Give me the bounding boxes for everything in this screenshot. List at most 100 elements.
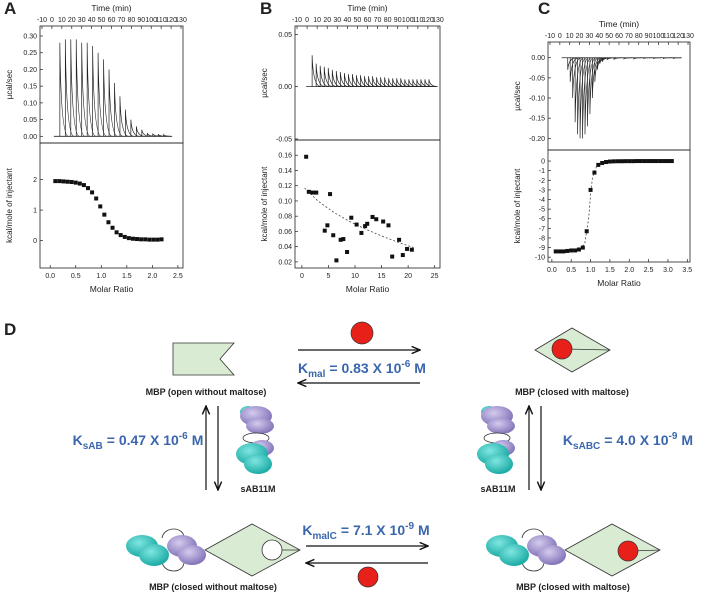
state-caption: MBP (closed with maltose) [516,582,630,592]
lobe [499,544,529,566]
x-tick-label: 70 [374,17,382,24]
y-tick-label: -4 [539,197,545,204]
data-point [110,225,115,230]
x-tick-label: 20 [576,33,584,40]
y-tick-label: 0.05 [278,32,292,39]
data-point [328,192,333,197]
k-value: = 7.1 X 10 [341,522,405,538]
injection-peak [323,66,333,88]
x-tick-label: 20 [404,273,412,280]
injection-peak [75,39,85,137]
maltose [357,566,379,588]
y-tick-label: -10 [535,255,545,262]
k-value: = 0.47 X 10 [107,432,179,448]
injection-peak [146,132,156,137]
data-point [573,248,578,253]
injection-peak [613,57,623,61]
injection-peak [97,52,107,137]
data-point [409,247,414,252]
plot-frame [294,139,441,269]
lobe [139,544,169,566]
x-tick-label: 60 [615,33,623,40]
constant: KsAB = 0.47 X 10-6 M [73,431,204,452]
x-tick-label: 60 [364,17,372,24]
data-point [130,236,135,241]
y-tick-label: 2 [33,177,37,184]
data-point [646,159,651,164]
data-point [386,223,391,228]
data-point [345,250,350,254]
x-tick-label: 120 [422,17,434,24]
x-tick-label: 110 [663,33,674,40]
data-point [73,180,78,185]
maltose [551,338,573,360]
data-point [631,159,636,164]
y-tick-label: -0.10 [529,96,545,103]
injection-peak [428,79,438,88]
injection-peak [633,57,643,60]
data-point [370,214,375,219]
x-tick-label: 20 [323,17,331,24]
data-point [397,237,402,242]
diagram: D MBP (open without maltose) Kmal = 0.83 … [4,320,693,592]
y-tick-label: -6 [539,216,545,223]
injection-peak [125,109,135,137]
k: K [73,432,83,448]
injection-peak [356,75,366,88]
injection-peak [114,82,124,137]
mbp-closed [564,523,661,577]
injection-peak [400,78,410,88]
data-point [139,237,144,242]
k-value: = 0.83 X 10 [329,360,401,376]
y-tick-label: -2 [539,178,545,185]
constant: KsABC = 4.0 X 10-9 M [563,431,693,452]
x-tick-label: 40 [595,33,603,40]
injection-peak [86,42,96,137]
x-tick-label: 80 [127,17,135,24]
x-tick-label: 110 [156,17,167,24]
antibody [477,406,515,474]
x-tick-label: 110 [412,17,423,24]
y-tick-label: -0.15 [529,116,545,123]
y-tick-label: 0.00 [23,134,37,141]
injection-peak [119,96,129,137]
y-tick-label: 0.12 [278,183,292,190]
k-unit: M [192,432,204,448]
injection-peak [396,78,406,88]
data-point [604,160,609,165]
k-sub: malC [312,531,336,542]
data-point [310,190,315,195]
data-point [106,220,111,225]
x-tick-label: 60 [108,17,116,24]
lobe [246,418,274,434]
data-point [600,160,605,165]
data-point [611,159,616,164]
data-point [580,245,585,250]
y-axis-label: µcal/sec [260,68,269,98]
data-point [565,248,570,253]
y-tick-label: 0.00 [531,55,545,62]
data-point [77,181,82,186]
data-point [553,249,558,254]
x-tick-label: 2.0 [147,273,157,280]
y-axis-label: kcal/mole of injectant [513,168,522,243]
y-tick-label: 0.04 [278,244,292,251]
plot-frame [547,149,691,263]
x-axis-label: Time (min) [347,3,387,13]
y-tick-label: -7 [539,226,545,233]
x-tick-label: 120 [165,17,177,24]
injection-peak [420,79,430,88]
injection-peak [163,133,173,137]
y-tick-label: 0.06 [278,229,292,236]
plot-frame [547,41,691,151]
antibody-label: sAB11M [240,484,275,494]
data-point [615,159,620,164]
lobe [178,545,206,565]
injection-peak [408,79,418,88]
data-point [98,204,103,209]
k-sub: sABC [573,441,600,452]
maltose [350,321,374,345]
data-point [159,237,164,242]
y-tick-label: 0.02 [278,259,292,266]
x-axis-label: Time (min) [599,19,639,29]
